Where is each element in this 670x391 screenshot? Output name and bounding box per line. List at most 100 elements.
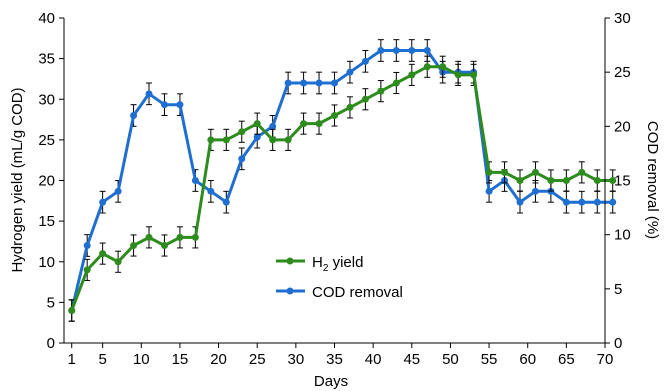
data-point-h2-yield (377, 87, 385, 95)
data-point-h2-yield (547, 177, 555, 184)
data-point-cod-removal (609, 198, 617, 206)
left-tick-label: 25 (38, 132, 55, 149)
data-point-h2-yield (331, 112, 338, 119)
x-tick-label: 70 (597, 351, 614, 368)
series-line-h2-yield (70, 65, 613, 312)
legend-cod-label: COD removal (312, 284, 403, 301)
right-tick-label: 30 (614, 10, 631, 27)
data-point-h2-yield (130, 242, 138, 249)
data-point-h2-yield (207, 136, 215, 144)
data-point-cod-removal (130, 112, 138, 119)
data-point-cod-removal (99, 198, 107, 206)
data-point-h2-yield (470, 71, 478, 79)
data-point-h2-yield (423, 63, 431, 71)
data-point-cod-removal (331, 79, 338, 87)
data-point-cod-removal (145, 90, 153, 98)
x-tick-label: 10 (133, 351, 150, 368)
x-tick-label: 20 (210, 351, 227, 368)
data-point-cod-removal (222, 198, 230, 206)
left-tick-label: 30 (38, 91, 55, 108)
x-tick-label: 55 (481, 351, 498, 368)
x-tick-label: 40 (365, 351, 382, 368)
data-point-h2-yield (408, 71, 416, 79)
data-point-h2-yield (392, 79, 400, 87)
right-tick-label: 5 (614, 281, 622, 298)
data-point-h2-yield (315, 120, 323, 128)
x-tick-label: 25 (249, 351, 266, 368)
left-axis-title: Hydrogen yield (mL/g COD) (9, 87, 26, 272)
x-tick-label: 15 (172, 351, 189, 368)
left-tick-label: 15 (38, 213, 55, 230)
legend-cod-swatch-marker (286, 287, 294, 295)
data-point-cod-removal (253, 133, 261, 141)
x-tick-label: 30 (288, 351, 305, 368)
legend-h2-label: H2 yield (312, 254, 363, 274)
data-point-cod-removal (485, 187, 493, 195)
data-point-h2-yield (114, 258, 122, 266)
data-point-h2-yield (222, 136, 230, 144)
data-point-cod-removal (176, 101, 184, 109)
legend-item-h2-yield: H2 yield (276, 254, 363, 274)
data-point-cod-removal (392, 47, 400, 54)
data-point-h2-yield (238, 128, 246, 136)
series-h2-yield (68, 55, 617, 322)
x-axis-ticks: 1 5 10 15 20 25 30 35 40 45 50 55 60 65 70 (68, 343, 614, 368)
x-tick-label: 5 (98, 351, 106, 368)
data-point-cod-removal (284, 79, 292, 87)
data-point-h2-yield (485, 168, 493, 176)
data-point-h2-yield (531, 168, 539, 176)
data-point-cod-removal (531, 187, 539, 195)
right-tick-label: 0 (614, 335, 622, 352)
series-layer (68, 39, 617, 322)
right-axis-ticks: 0 5 10 15 20 25 30 (605, 10, 631, 352)
data-point-h2-yield (346, 103, 354, 111)
data-point-h2-yield (300, 120, 308, 128)
right-tick-label: 25 (614, 64, 631, 81)
legend-h2-swatch-marker (286, 257, 294, 265)
data-point-cod-removal (346, 68, 354, 76)
data-point-cod-removal (423, 47, 431, 54)
x-tick-label: 35 (326, 351, 343, 368)
data-point-h2-yield (253, 120, 261, 128)
data-point-cod-removal (593, 198, 601, 206)
x-tick-label: 45 (403, 351, 420, 368)
data-point-h2-yield (516, 177, 524, 184)
data-point-h2-yield (562, 177, 570, 184)
data-point-h2-yield (284, 136, 292, 144)
data-point-cod-removal (83, 242, 91, 249)
x-axis-title: Days (314, 373, 348, 390)
data-point-h2-yield (83, 266, 91, 274)
data-point-cod-removal (114, 187, 122, 195)
right-axis-title: COD removal (%) (644, 121, 661, 239)
data-point-h2-yield (176, 233, 184, 241)
left-tick-label: 5 (47, 294, 55, 311)
legend-item-cod-removal: COD removal (276, 284, 403, 301)
data-point-h2-yield (593, 177, 601, 184)
right-tick-label: 20 (614, 118, 631, 135)
left-tick-label: 10 (38, 254, 55, 271)
data-point-cod-removal (315, 79, 323, 87)
left-tick-label: 20 (38, 173, 55, 190)
data-point-h2-yield (160, 242, 168, 249)
data-point-h2-yield (145, 233, 153, 241)
data-point-cod-removal (377, 47, 385, 54)
x-tick-label: 60 (519, 351, 536, 368)
x-tick-label: 50 (442, 351, 459, 368)
right-tick-label: 15 (614, 173, 631, 190)
data-point-cod-removal (578, 198, 586, 206)
left-axis-ticks: 0 5 10 15 20 25 30 35 40 (38, 10, 64, 352)
x-tick-label: 65 (558, 351, 575, 368)
series-line-cod-removal (70, 49, 613, 311)
data-point-cod-removal (300, 79, 308, 87)
left-tick-label: 0 (47, 335, 55, 352)
x-tick-label: 1 (68, 351, 76, 368)
data-point-h2-yield (191, 233, 199, 241)
right-tick-label: 10 (614, 227, 631, 244)
left-tick-label: 40 (38, 10, 55, 27)
data-point-h2-yield (609, 177, 617, 184)
data-point-cod-removal (562, 198, 570, 206)
data-point-cod-removal (516, 198, 524, 206)
data-point-cod-removal (408, 47, 416, 54)
data-point-h2-yield (361, 95, 369, 103)
